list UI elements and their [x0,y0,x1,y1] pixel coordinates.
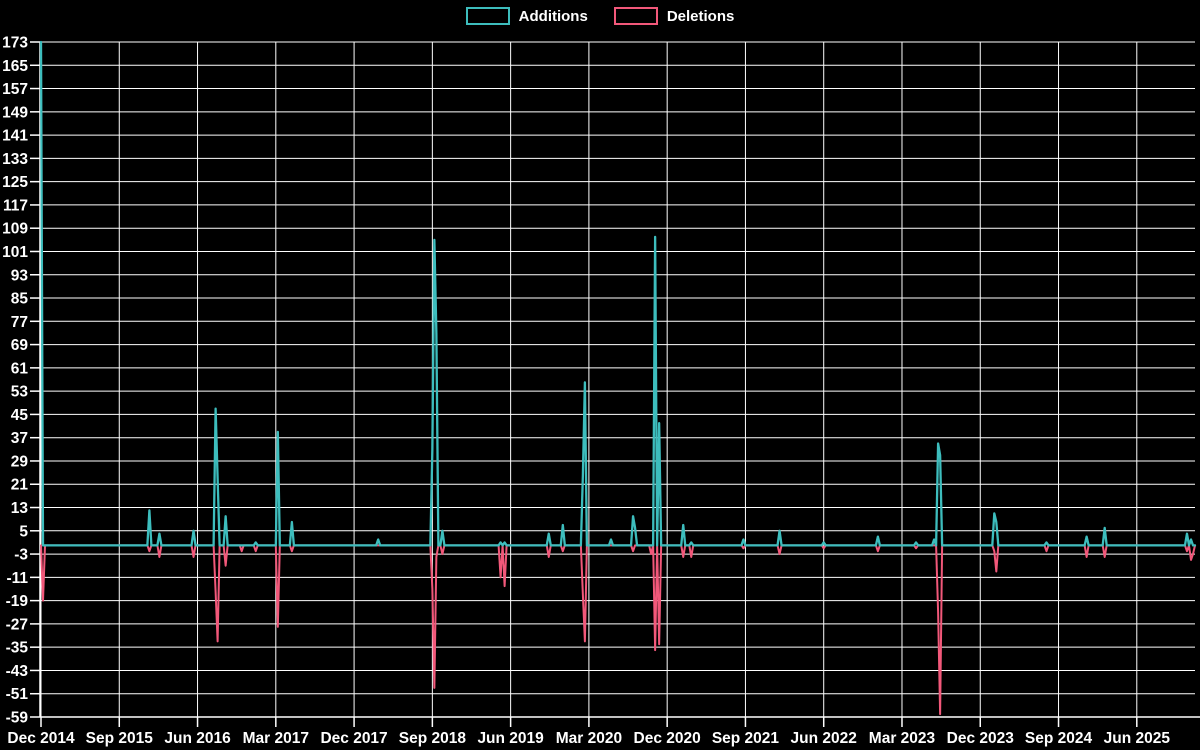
y-tick-label: -35 [6,640,29,657]
y-tick-label: 165 [2,58,28,75]
x-tick-label: Mar 2017 [243,730,309,747]
x-tick-label: Mar 2023 [869,730,936,747]
y-tick-label: 5 [19,523,28,540]
x-tick-label: Sep 2024 [1025,730,1093,747]
y-tick-label: 85 [11,291,29,308]
additions-swatch-icon [465,7,510,25]
x-tick-label: Mar 2020 [556,730,622,747]
y-tick-label: 69 [11,337,29,354]
x-tick-label: Dec 2014 [7,730,75,747]
y-tick-label: 53 [11,384,29,401]
y-tick-label: 61 [11,360,29,377]
y-tick-label: 173 [2,35,28,52]
chart-legend: Additions Deletions [0,7,1200,25]
y-tick-label: 133 [2,151,28,168]
x-tick-label: Jun 2022 [791,730,857,747]
legend-additions-label: Additions [518,7,588,25]
y-tick-label: 93 [11,267,29,284]
y-tick-label: 21 [11,477,29,494]
deletions-swatch-icon [613,7,658,25]
y-tick-label: 157 [2,81,28,98]
y-tick-label: 149 [2,104,28,121]
legend-item-deletions[interactable]: Deletions [613,7,735,25]
x-tick-label: Sep 2018 [399,730,467,747]
x-tick-label: Jun 2019 [477,730,544,747]
y-tick-label: 37 [11,430,28,447]
x-tick-label: Sep 2015 [86,730,154,747]
y-tick-label: 101 [2,244,28,261]
y-tick-label: 29 [11,453,29,470]
y-tick-label: 125 [2,174,28,191]
x-tick-label: Dec 2017 [320,730,387,747]
x-tick-label: Jun 2016 [164,730,231,747]
y-tick-label: 45 [11,407,29,424]
y-tick-label: -51 [6,686,29,703]
y-tick-label: 141 [2,128,28,145]
x-tick-label: Sep 2021 [712,730,780,747]
y-tick-label: -43 [6,663,29,680]
additions-line [39,40,1197,547]
y-tick-label: 117 [3,197,28,214]
x-tick-label: Dec 2023 [947,730,1015,747]
y-tick-label: -19 [6,593,29,610]
deletions-line [40,544,1196,716]
legend-deletions-label: Deletions [666,7,735,25]
y-tick-label: -59 [6,710,29,727]
y-tick-label: 13 [11,500,29,517]
y-tick-label: -3 [14,547,28,564]
x-tick-label: Dec 2020 [634,730,701,747]
y-tick-label: -27 [6,616,28,633]
x-tick-label: Jun 2025 [1104,730,1171,747]
y-tick-label: 77 [11,314,28,331]
y-tick-label: -11 [6,570,28,587]
y-tick-label: 109 [2,221,28,238]
legend-item-additions[interactable]: Additions [465,7,588,25]
